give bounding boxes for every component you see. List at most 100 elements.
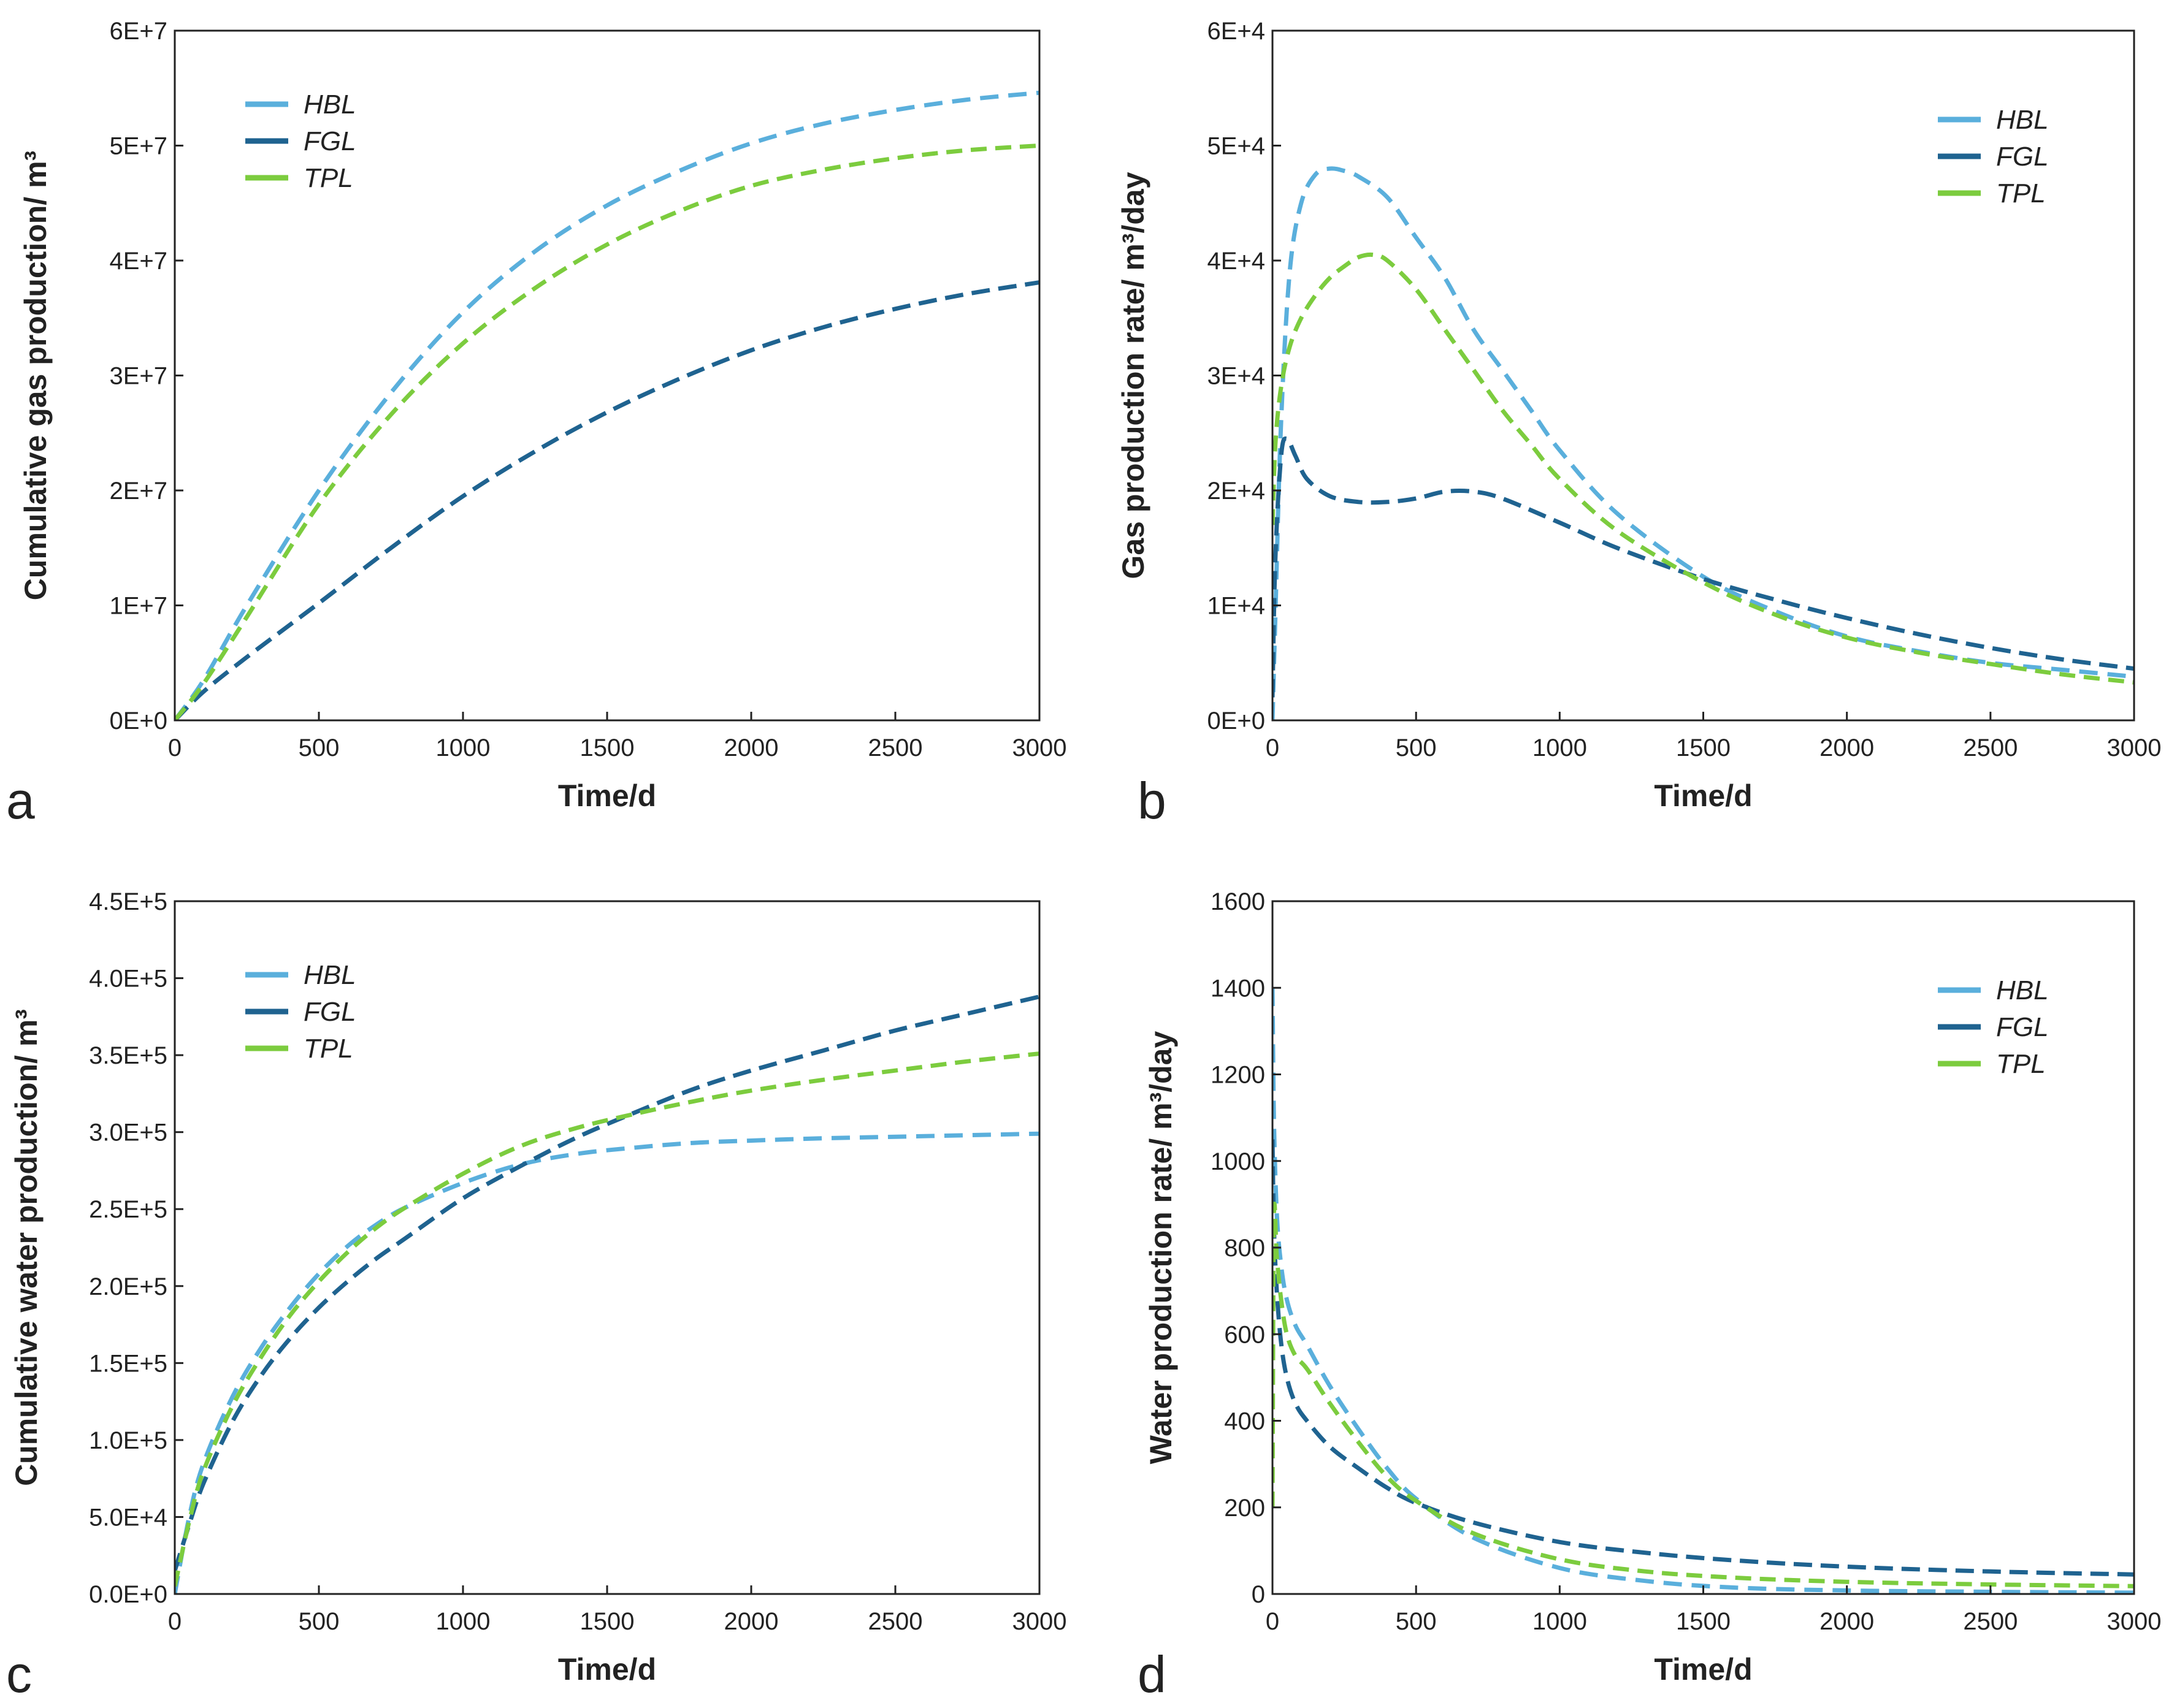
x-tick-label: 0 <box>1266 1608 1279 1635</box>
x-tick-label: 0 <box>168 1608 182 1635</box>
x-tick-label: 1000 <box>436 1608 491 1635</box>
y-tick-label: 1400 <box>1211 975 1265 1002</box>
y-axis-title: Cumulative water production/ m³ <box>9 1009 44 1486</box>
x-tick-label: 2500 <box>1963 734 2018 761</box>
y-tick-label: 1000 <box>1211 1148 1265 1175</box>
legend: HBL FGL TPL <box>1938 975 2049 1079</box>
series-line-tpl <box>1272 1202 2134 1588</box>
y-tick-label: 4E+7 <box>109 248 167 275</box>
x-tick-label: 2000 <box>1819 1608 1874 1635</box>
x-tick-label: 500 <box>299 734 340 761</box>
y-tick-label: 200 <box>1224 1495 1265 1522</box>
x-tick-label: 2500 <box>1963 1608 2018 1635</box>
series-line-hbl <box>175 1131 1039 1594</box>
x-tick-label: 1500 <box>580 1608 635 1635</box>
x-tick-label: 1500 <box>580 734 635 761</box>
legend-label-fgl: FGL <box>1996 1012 2049 1042</box>
x-tick-label: 3000 <box>2107 1608 2162 1635</box>
x-tick-label: 3000 <box>1012 734 1067 761</box>
x-axis-title: Time/d <box>1654 779 1752 813</box>
x-tick-label: 1000 <box>436 734 491 761</box>
legend-label-tpl: TPL <box>304 163 353 193</box>
y-tick-label: 5E+4 <box>1207 133 1265 160</box>
legend-label-fgl: FGL <box>1996 142 2049 172</box>
y-tick-label: 1600 <box>1211 888 1265 915</box>
series-line-tpl <box>175 143 1039 720</box>
x-tick-label: 3000 <box>2107 734 2162 761</box>
x-tick-label: 2000 <box>724 1608 779 1635</box>
y-tick-label: 4.5E+5 <box>89 888 167 915</box>
y-tick-label: 1E+4 <box>1207 593 1265 620</box>
legend-label-hbl: HBL <box>304 960 356 990</box>
legend: HBL FGL TPL <box>1938 105 2049 208</box>
y-tick-label: 1E+7 <box>109 593 167 620</box>
legend-label-tpl: TPL <box>1996 1049 2046 1079</box>
y-tick-label: 2.5E+5 <box>89 1196 167 1223</box>
series-line-fgl <box>175 994 1039 1572</box>
x-tick-label: 1000 <box>1532 734 1587 761</box>
y-tick-label: 4E+4 <box>1207 248 1265 275</box>
chart-panel-d: 0 500 1000 1500 2000 2500 3000 0 200 400 600 800 100… <box>1138 888 2161 1703</box>
y-tick-label: 1200 <box>1211 1062 1265 1089</box>
series-line-fgl <box>1272 436 2134 698</box>
legend-label-tpl: TPL <box>304 1034 353 1064</box>
x-tick-label: 2000 <box>724 734 779 761</box>
chart-panel-a: 0 500 1000 1500 2000 2500 3000 0E+0 1E+7 2E+7 3E+7… <box>6 18 1066 829</box>
x-tick-label: 1500 <box>1676 734 1731 761</box>
legend-label-tpl: TPL <box>1996 178 2046 208</box>
x-tick-label: 500 <box>1396 734 1437 761</box>
series-line-tpl <box>175 1051 1039 1587</box>
y-tick-label: 2E+4 <box>1207 478 1265 505</box>
y-tick-label: 3E+7 <box>109 363 167 390</box>
y-axis-title: Water production rate/ m³/day <box>1144 1031 1178 1465</box>
y-tick-label: 3E+4 <box>1207 363 1265 390</box>
y-tick-label: 2E+7 <box>109 478 167 505</box>
y-tick-label: 5E+7 <box>109 133 167 160</box>
chart-panel-b: 0 500 1000 1500 2000 2500 3000 0E+0 1E+4 2E+4 3E+4… <box>1116 18 2161 829</box>
legend-label-hbl: HBL <box>304 90 356 120</box>
x-tick-label: 2000 <box>1819 734 1874 761</box>
legend: HBL FGL TPL <box>245 90 356 193</box>
x-tick-label: 500 <box>299 1608 340 1635</box>
y-tick-label: 400 <box>1224 1408 1265 1435</box>
y-tick-label: 1.0E+5 <box>89 1427 167 1454</box>
x-tick-label: 1000 <box>1532 1608 1587 1635</box>
series-line-fgl <box>175 280 1039 720</box>
legend: HBL FGL TPL <box>245 960 356 1064</box>
legend-label-fgl: FGL <box>304 997 356 1027</box>
x-tick-label: 500 <box>1396 1608 1437 1635</box>
x-tick-label: 3000 <box>1012 1608 1067 1635</box>
y-tick-label: 3.0E+5 <box>89 1119 167 1146</box>
legend-label-hbl: HBL <box>1996 975 2049 1005</box>
y-tick-label: 5.0E+4 <box>89 1504 167 1531</box>
x-tick-label: 2500 <box>868 734 923 761</box>
y-axis-title: Cumulative gas production/ m³ <box>18 151 53 600</box>
y-tick-label: 0.0E+0 <box>89 1581 167 1608</box>
series-line-hbl <box>1272 988 2134 1594</box>
y-tick-label: 800 <box>1224 1235 1265 1262</box>
y-tick-label: 4.0E+5 <box>89 966 167 993</box>
x-tick-label: 2500 <box>868 1608 923 1635</box>
panel-letter: d <box>1138 1645 1166 1703</box>
panel-letter: a <box>6 772 35 829</box>
x-tick-label: 1500 <box>1676 1608 1731 1635</box>
y-tick-label: 6E+7 <box>109 18 167 45</box>
y-tick-label: 2.0E+5 <box>89 1273 167 1300</box>
chart-panel-c: 0 500 1000 1500 2000 2500 3000 0.0E+0 5.0E+4 1.0E… <box>6 888 1066 1703</box>
y-tick-label: 6E+4 <box>1207 18 1265 45</box>
x-axis-title: Time/d <box>1654 1652 1752 1687</box>
panel-letter: b <box>1138 772 1166 829</box>
y-tick-label: 600 <box>1224 1321 1265 1348</box>
y-tick-label: 0E+0 <box>109 707 167 734</box>
y-axis-title: Gas production rate/ m³/day <box>1116 172 1150 579</box>
y-tick-label: 1.5E+5 <box>89 1350 167 1377</box>
series-line-tpl <box>1272 252 2134 685</box>
y-tick-label: 0E+0 <box>1207 707 1265 734</box>
y-tick-label: 3.5E+5 <box>89 1042 167 1069</box>
series-line-hbl <box>175 90 1039 720</box>
y-tick-label: 0 <box>1252 1581 1265 1608</box>
x-axis-title: Time/d <box>558 779 656 813</box>
x-axis-title: Time/d <box>558 1652 656 1687</box>
